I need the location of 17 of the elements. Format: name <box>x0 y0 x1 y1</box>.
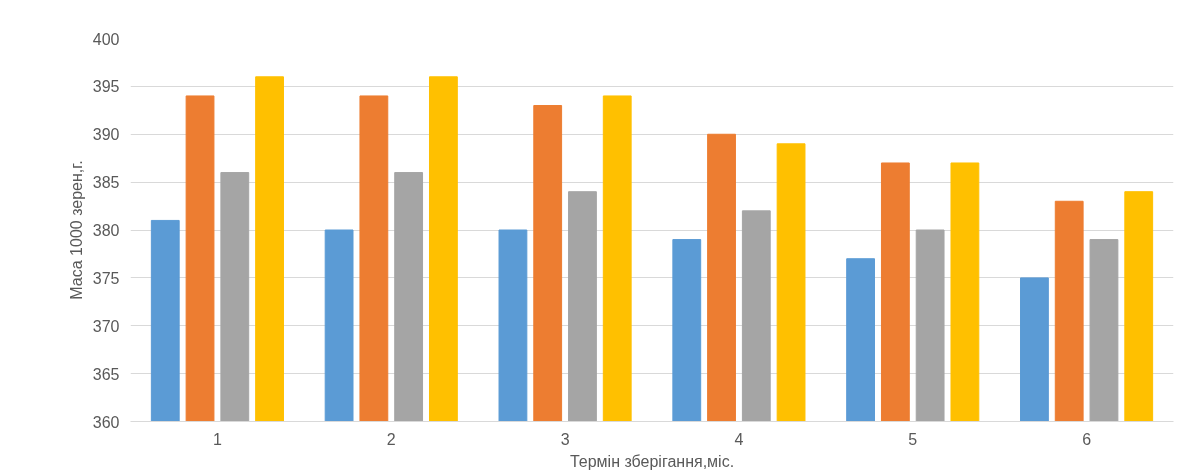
x-axis-title: Термін зберігання,міс. <box>569 452 735 470</box>
y-tick-label: 400 <box>92 30 120 48</box>
x-tick-label: 2 <box>386 430 396 448</box>
x-tick-label: 4 <box>734 430 744 448</box>
y-tick-label: 375 <box>92 269 120 287</box>
y-tick-label: 390 <box>92 126 120 144</box>
x-tick-label: 5 <box>908 430 918 448</box>
y-tick-label: 370 <box>92 317 120 335</box>
y-tick-label: 385 <box>92 174 120 192</box>
x-tick-label: 6 <box>1082 430 1092 448</box>
x-tick-label: 3 <box>560 430 570 448</box>
y-tick-label: 395 <box>92 78 120 96</box>
y-tick-label: 380 <box>92 222 120 239</box>
y-axis-title: Маса 1000 зерен,г. <box>67 160 85 300</box>
y-tick-label: 365 <box>92 365 120 383</box>
x-tick-label: 1 <box>212 430 222 448</box>
y-tick-label: 360 <box>92 413 120 431</box>
